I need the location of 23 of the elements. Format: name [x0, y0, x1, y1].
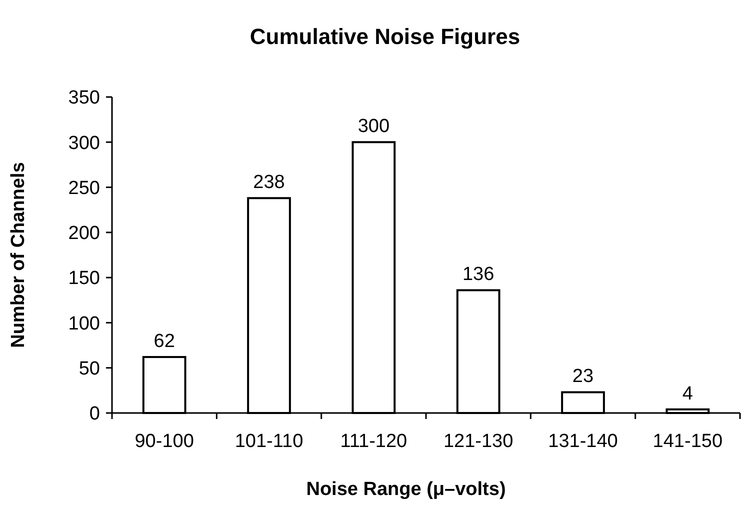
x-tick-label: 90-100 [134, 431, 194, 452]
data-label: 4 [682, 383, 694, 404]
y-axis-title: Number of Channels [8, 162, 29, 348]
y-tick-label: 50 [78, 358, 100, 380]
data-label: 62 [154, 331, 175, 352]
y-tick-label: 100 [68, 313, 100, 334]
x-tick-label: 131-140 [548, 431, 618, 452]
y-tick-label: 200 [68, 223, 100, 244]
y-tick-label: 0 [89, 404, 100, 425]
data-label: 300 [358, 116, 390, 138]
y-tick-label: 350 [68, 88, 100, 109]
y-tick-label: 300 [68, 132, 100, 154]
chart-title: Cumulative Noise Figures [250, 24, 520, 49]
y-tick-label: 150 [68, 268, 100, 290]
x-tick-label: 121-130 [443, 431, 514, 452]
x-tick-label: 111-120 [340, 431, 408, 452]
x-tick-label: 101-110 [234, 431, 304, 452]
x-tick-label: 141-150 [652, 431, 723, 452]
data-label: 238 [253, 172, 285, 194]
data-label: 136 [462, 264, 494, 286]
x-axis-title: Noise Range (μ–volts) [306, 479, 506, 500]
data-label: 23 [572, 366, 594, 388]
y-tick-label: 250 [68, 178, 100, 199]
